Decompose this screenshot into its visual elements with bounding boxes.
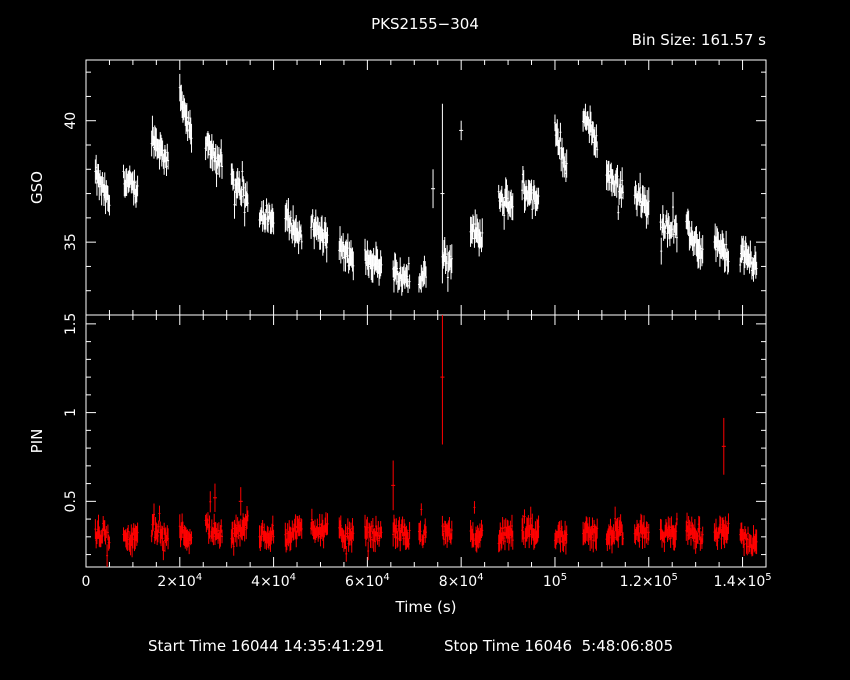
x-tick-exponent: 5: [561, 572, 567, 583]
data-segment: [659, 512, 678, 553]
x-tick-mantissa: 6×10: [345, 574, 383, 590]
data-segment: [582, 103, 599, 158]
data-segment: [685, 208, 704, 270]
start-time-readout: Start Time 16044 14:35:41:291: [148, 637, 384, 655]
data-segment: [605, 160, 624, 220]
data-segment: [150, 503, 170, 561]
data-segment: [417, 503, 427, 549]
chart-title: PKS2155−304: [371, 15, 479, 33]
data-segment: [441, 515, 453, 548]
data-segment: [553, 520, 568, 555]
stop-time-readout: Stop Time 16046 5:48:06:805: [444, 637, 673, 655]
gso-panel: 35 40 GSO: [28, 59, 767, 316]
x-axis-label: Time (s): [395, 598, 457, 616]
data-segment: [469, 209, 484, 257]
bin-size-label: Bin Size:: [632, 31, 697, 49]
data-segment: [122, 522, 139, 558]
data-points: [94, 73, 758, 296]
data-segment: [685, 512, 704, 554]
data-segment: [284, 514, 303, 553]
start-time-label: Start Time: [148, 637, 226, 655]
bin-size-value: 161.57 s: [701, 31, 766, 49]
data-segment: [338, 515, 355, 562]
data-segment: [284, 197, 303, 255]
data-segment: [94, 154, 111, 216]
data-segment: [605, 506, 624, 554]
data-segment: [739, 235, 758, 282]
x-tick-label: 0: [82, 574, 91, 590]
data-points: [94, 315, 758, 567]
data-segment: [258, 198, 275, 235]
x-tick-label: 1.2×105: [620, 572, 678, 590]
x-tick-exponent: 4: [383, 572, 389, 583]
data-segment: [94, 514, 111, 567]
data-segment: [364, 238, 383, 286]
x-tick-mantissa: 1.2×10: [620, 574, 672, 590]
stop-time-value: 16046 5:48:06:805: [524, 637, 673, 655]
data-segment: [521, 506, 540, 550]
data-segment: [230, 161, 249, 227]
data-segment: [338, 226, 355, 281]
x-tick-exponent: 5: [765, 572, 771, 583]
data-segment: [553, 114, 568, 183]
data-segment: [441, 237, 453, 292]
data-segment: [497, 177, 514, 230]
x-tick-exponent: 4: [477, 572, 483, 583]
data-segment: [633, 513, 650, 549]
data-segment: [364, 514, 383, 561]
x-tick-mantissa: 0: [82, 574, 91, 590]
start-time-value: 16044 14:35:41:291: [231, 637, 385, 655]
y-tick-label: 40: [63, 112, 79, 130]
x-tick-label: 8×104: [439, 572, 484, 590]
x-tick-label: 4×104: [251, 572, 296, 590]
bin-size-readout: Bin Size: 161.57 s: [632, 31, 767, 49]
x-tick-label: 105: [543, 572, 567, 590]
data-segment: [417, 255, 427, 293]
y-tick-label: 1.5: [63, 313, 79, 335]
data-segment: [659, 191, 678, 265]
data-segment: [392, 252, 411, 296]
data-segment: [582, 516, 599, 553]
x-tick-mantissa: 8×10: [439, 574, 477, 590]
x-tick-label: 2×104: [157, 572, 202, 590]
y-axis-label: GSO: [28, 171, 46, 204]
data-segment: [310, 209, 329, 263]
x-tick-mantissa: 4×10: [251, 574, 289, 590]
data-segment: [122, 164, 139, 208]
data-segment: [258, 515, 275, 552]
data-segment: [497, 514, 514, 553]
y-tick-label: 1: [63, 408, 79, 417]
data-segment: [178, 73, 193, 153]
x-tick-mantissa: 2×10: [157, 574, 195, 590]
data-segment: [739, 522, 758, 557]
data-segment: [713, 513, 730, 550]
x-tick-exponent: 4: [196, 572, 202, 583]
data-segment: [713, 223, 730, 275]
x-tick-exponent: 5: [671, 572, 677, 583]
data-segment: [521, 165, 540, 220]
x-tick-label: 1.4×105: [713, 572, 771, 590]
x-tick-exponent: 4: [290, 572, 296, 583]
data-segment: [150, 115, 170, 177]
y-tick-label: 35: [63, 233, 79, 251]
data-segment: [204, 491, 223, 549]
x-tick-label: 6×104: [345, 572, 390, 590]
x-tick-mantissa: 10: [543, 574, 561, 590]
stop-time-label: Stop Time: [444, 637, 520, 655]
data-segment: [204, 131, 223, 188]
y-tick-label: 0.5: [63, 490, 79, 512]
data-segment: [230, 506, 249, 556]
x-tick-mantissa: 1.4×10: [713, 574, 765, 590]
data-segment: [178, 513, 193, 555]
data-segment: [469, 501, 484, 553]
data-segment: [633, 172, 650, 229]
data-segment: [310, 508, 329, 549]
plot-frame: [85, 314, 767, 568]
data-segment: [392, 514, 411, 552]
y-axis-label: PIN: [28, 429, 46, 454]
